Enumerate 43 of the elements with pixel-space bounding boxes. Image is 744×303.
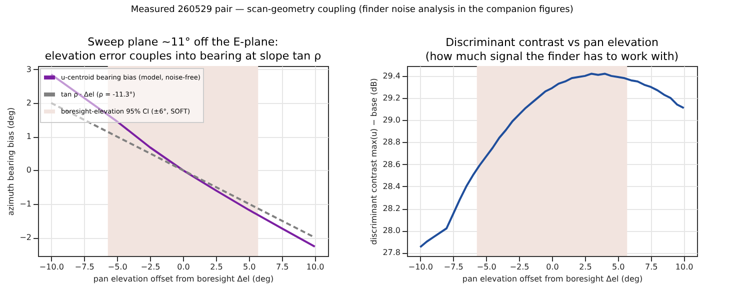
y-tick-label: −1 <box>20 199 32 208</box>
y-tick-label: 27.8 <box>382 248 400 258</box>
x-tick-label: 5.0 <box>612 262 625 272</box>
x-tick-label: 5.0 <box>243 262 256 272</box>
y-axis-title: discriminant contrast max(u) − base (dB) <box>370 78 379 245</box>
y-tick-label: 29.0 <box>382 116 400 125</box>
x-axis-title: pan elevation offset from boresight Δel (deg) <box>462 274 643 284</box>
chart-title: Discriminant contrast vs pan elevation <box>446 36 658 49</box>
x-tick-label: 10.0 <box>306 262 324 272</box>
x-tick-label: 7.5 <box>644 262 658 272</box>
x-tick-label: −5.0 <box>476 262 496 272</box>
x-tick-label: 7.5 <box>276 262 289 272</box>
text: Measured 260529 pair — scan-geometry coupling (finder noise analysis in the companion figures) <box>130 4 574 15</box>
x-tick-label: −2.5 <box>510 262 530 272</box>
x-tick-label: −7.5 <box>444 262 464 272</box>
x-tick-label: 2.5 <box>579 262 592 272</box>
x-tick-label: 0.0 <box>177 262 190 272</box>
y-tick-label: 28.0 <box>382 226 400 236</box>
y-tick-label: 29.4 <box>382 71 400 80</box>
x-axis-title: pan elevation offset from boresight Δel (deg) <box>93 274 274 284</box>
x-tick-label: 2.5 <box>210 262 223 272</box>
x-tick-label: 0.0 <box>546 262 559 272</box>
x-tick-label: −2.5 <box>140 262 160 272</box>
y-tick-label: 1 <box>26 132 32 142</box>
x-tick-label: −7.5 <box>74 262 94 272</box>
y-tick-label: 29.2 <box>382 94 400 103</box>
y-tick-label: 28.2 <box>382 204 400 213</box>
y-tick-label: 3 <box>26 64 32 74</box>
y-tick-label: 28.4 <box>382 182 400 191</box>
x-tick-label: −10.0 <box>39 262 64 272</box>
y-tick-label: 2 <box>26 98 32 108</box>
y-tick-label: 28.6 <box>382 160 400 169</box>
y-tick-label: 0 <box>26 166 32 175</box>
line-series <box>419 72 685 248</box>
chart-subtitle: (how much signal the finder has to work with) <box>425 50 679 63</box>
chart-title: Sweep plane ~11° off the E-plane: <box>88 35 278 48</box>
x-tick-label: −5.0 <box>108 262 128 272</box>
x-tick-label: 10.0 <box>675 262 694 272</box>
y-tick-label: −2 <box>20 233 32 242</box>
x-tick-label: −10.0 <box>408 262 433 272</box>
y-tick-label: 28.8 <box>382 138 400 147</box>
y-axis-title: azimuth bearing bias (deg) <box>6 107 16 216</box>
chart-subtitle: elevation error couples into bearing at slope tan ρ <box>44 49 322 62</box>
